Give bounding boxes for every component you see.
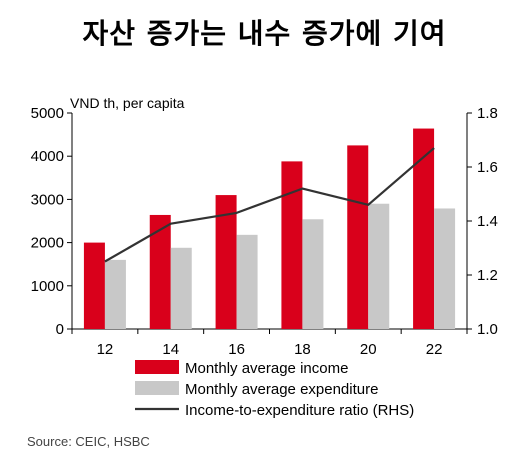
ratio-polyline [104,147,435,263]
legend: Monthly average income Monthly average ex… [135,360,414,419]
income-bar [413,128,435,329]
expenditure-bar [302,219,324,329]
legend-swatch-income [135,360,179,374]
x-tick-label: 14 [162,341,179,358]
left-tick-label: 4000 [31,148,64,165]
x-tick-label: 22 [426,341,443,358]
right-tick-label: 1.2 [477,267,498,284]
left-tick-label: 1000 [31,278,64,295]
left-tick-label: 5000 [31,105,64,122]
x-axis: 12 14 16 18 20 22 [71,328,468,358]
right-tick-label: 1.8 [477,105,498,122]
x-tick-label: 16 [228,341,245,358]
x-tick-label: 20 [360,341,377,358]
expenditure-bar [368,203,390,329]
ratio-line [104,147,435,263]
y-axis-label: VND th, per capita [70,95,185,111]
expenditure-bar [170,247,192,329]
right-tick-label: 1.4 [477,213,498,230]
left-tick-label: 2000 [31,235,64,252]
expenditure-bar [104,259,126,329]
expenditure-bar [434,208,456,329]
income-bar [149,214,171,329]
source-note: Source: CEIC, HSBC [27,434,150,449]
chart-title: 자산 증가는 내수 증가에 기여 [82,17,447,50]
right-tick-label: 1.0 [477,321,498,338]
left-tick-label: 0 [56,321,64,338]
income-bar [83,242,105,329]
legend-swatch-expenditure [135,381,179,395]
income-bar [215,195,237,329]
income-bar [347,145,369,329]
legend-label: Monthly average income [185,360,348,377]
right-axis: 1.0 1.2 1.4 1.6 1.8 [466,105,498,338]
legend-label: Monthly average expenditure [185,381,378,398]
left-tick-label: 3000 [31,191,64,208]
right-tick-label: 1.6 [477,159,498,176]
bars [83,128,456,329]
x-tick-label: 18 [294,341,311,358]
expenditure-bar [236,234,258,329]
left-axis: 0 1000 2000 3000 4000 5000 [31,105,73,338]
x-tick-label: 12 [97,341,114,358]
income-bar [281,161,303,329]
legend-label: Income-to-expenditure ratio (RHS) [185,402,414,419]
